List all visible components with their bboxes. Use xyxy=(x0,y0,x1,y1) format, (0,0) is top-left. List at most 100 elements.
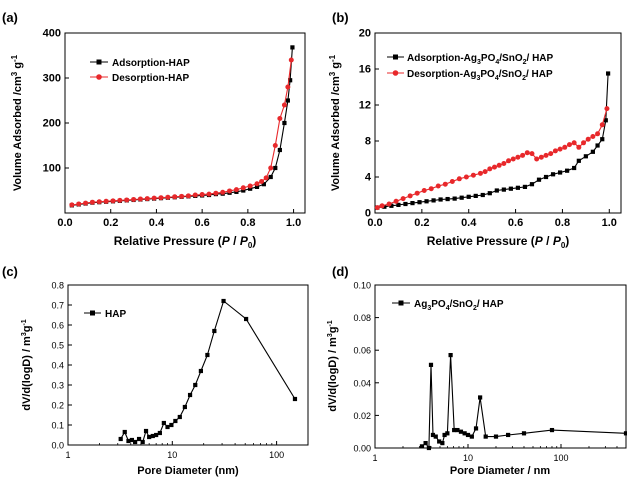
data-point-desorption-ag3po4-sno2-hap xyxy=(400,196,406,202)
x-tick-label: 0.6 xyxy=(194,217,209,229)
y-tick-label: 0.5 xyxy=(51,341,64,351)
data-point-adsorption-ag3po4-sno2-hap xyxy=(522,184,528,189)
data-point-desorption-hap xyxy=(220,189,226,195)
data-point-desorption-hap xyxy=(158,195,164,201)
data-point-desorption-hap xyxy=(76,201,82,207)
data-point-ag3po4-sno2-hap xyxy=(478,395,483,400)
data-point-adsorption-ag3po4-sno2-hap xyxy=(501,187,506,192)
legend-marker-desorption-hap xyxy=(96,74,102,80)
data-point-desorption-ag3po4-sno2-hap xyxy=(557,146,563,152)
data-point-desorption-hap xyxy=(277,116,283,121)
data-point-adsorption-ag3po4-sno2-hap xyxy=(487,191,492,196)
data-point-desorption-hap xyxy=(281,102,287,108)
legend-b: Adsorption-Ag3PO4/SnO2/ HAP Desorption-A… xyxy=(387,53,554,82)
data-point-adsorption-hap xyxy=(248,186,253,191)
data-point-hap xyxy=(212,328,217,334)
data-point-desorption-ag3po4-sno2-hap xyxy=(604,106,610,112)
y-tick-label: 4 xyxy=(365,172,372,184)
data-point-adsorption-ag3po4-sno2-hap xyxy=(445,196,450,202)
y-tick-label: 0.7 xyxy=(51,301,64,311)
panel-c: 1 10 100 0.0 0.1 0.2 0.3 0.4 0.5 0.6 0.7 0.8 HAP Po… xyxy=(21,281,309,477)
data-point-hap xyxy=(154,432,159,438)
data-point-desorption-hap xyxy=(137,196,143,202)
data-point-adsorption-ag3po4-sno2-hap xyxy=(452,196,457,201)
data-point-ag3po4-sno2-hap xyxy=(442,432,447,438)
panel-b: 0.0 0.2 0.4 0.6 0.8 1.0 0 4 8 12 16 20 Adsorption-A… xyxy=(328,28,622,250)
data-point-desorption-hap xyxy=(240,185,246,191)
data-point-desorption-ag3po4-sno2-hap xyxy=(548,151,554,157)
data-point-ag3po4-sno2-hap xyxy=(455,427,460,433)
data-point-desorption-ag3po4-sno2-hap xyxy=(407,193,413,199)
plot-frame-b xyxy=(374,32,622,214)
data-point-adsorption-ag3po4-sno2-hap xyxy=(572,165,577,171)
y-tick-label: 0.02 xyxy=(353,411,371,421)
data-point-desorption-ag3po4-sno2-hap xyxy=(581,140,587,146)
data-point-hap xyxy=(193,382,198,388)
data-point-ag3po4-sno2-hap xyxy=(437,439,442,444)
y-tick-label: 0.2 xyxy=(51,401,64,411)
data-point-adsorption-hap xyxy=(285,98,290,103)
data-point-desorption-hap xyxy=(110,198,116,204)
data-point-desorption-hap xyxy=(272,143,278,148)
data-point-desorption-hap xyxy=(103,198,109,204)
data-point-desorption-hap xyxy=(288,57,294,63)
data-point-desorption-ag3po4-sno2-hap xyxy=(576,144,582,150)
x-axis-title-b: Relative Pressure (P / P0) xyxy=(427,234,570,250)
data-point-desorption-hap xyxy=(254,181,260,187)
data-point-hap xyxy=(143,428,149,434)
data-point-adsorption-hap xyxy=(277,147,282,153)
data-point-ag3po4-sno2-hap xyxy=(623,431,627,436)
data-point-adsorption-ag3po4-sno2-hap xyxy=(396,202,401,207)
y-tick-label: 0.0 xyxy=(51,441,64,451)
data-point-desorption-hap xyxy=(179,193,185,199)
data-point-desorption-ag3po4-sno2-hap xyxy=(477,170,483,176)
panel-a: 0.0 0.2 0.4 0.6 0.8 1.0 100 200 300 400 Adsorptio… xyxy=(10,28,306,250)
y-axis-title-b: Volume Adsorbed /cm3 g-1 xyxy=(328,54,342,191)
data-point-desorption-hap xyxy=(199,192,205,198)
data-point-desorption-hap xyxy=(69,202,75,208)
data-point-ag3po4-sno2-hap xyxy=(445,431,450,436)
data-point-hap xyxy=(129,437,135,443)
data-point-desorption-ag3po4-sno2-hap xyxy=(599,122,605,128)
data-point-adsorption-hap xyxy=(268,174,273,180)
data-point-ag3po4-sno2-hap xyxy=(462,431,467,436)
data-point-desorption-hap xyxy=(213,190,219,196)
data-point-ag3po4-sno2-hap xyxy=(483,434,488,439)
data-point-desorption-hap xyxy=(268,165,274,171)
data-point-desorption-ag3po4-sno2-hap xyxy=(386,201,392,207)
data-point-ag3po4-sno2-hap xyxy=(452,427,457,433)
data-point-adsorption-ag3po4-sno2-hap xyxy=(508,186,513,191)
data-point-ag3po4-sno2-hap xyxy=(465,432,471,438)
plot-frame-c xyxy=(67,284,309,446)
y-tick-label: 0.06 xyxy=(353,346,371,356)
y-tick-label: 200 xyxy=(43,118,61,130)
y-tick-label: 400 xyxy=(43,28,61,40)
y-tick-label: 20 xyxy=(359,28,371,40)
data-point-desorption-hap xyxy=(185,193,191,199)
data-point-desorption-hap xyxy=(285,84,291,90)
data-point-hap xyxy=(126,438,131,444)
data-point-desorption-hap xyxy=(263,175,269,181)
x-tick-label: 0.8 xyxy=(240,217,255,229)
data-point-adsorption-ag3po4-sno2-hap xyxy=(557,170,563,175)
data-point-ag3po4-sno2-hap xyxy=(521,431,527,436)
data-point-ag3po4-sno2-hap xyxy=(473,426,479,431)
data-point-hap xyxy=(133,439,138,445)
data-point-hap xyxy=(165,424,170,430)
data-point-desorption-ag3po4-sno2-hap xyxy=(442,181,448,187)
data-point-desorption-ag3po4-sno2-hap xyxy=(506,158,512,164)
data-point-adsorption-ag3po4-sno2-hap xyxy=(382,204,387,209)
data-point-adsorption-ag3po4-sno2-hap xyxy=(459,195,464,200)
x-tick-label: 100 xyxy=(269,450,284,460)
legend-label-desorption-ag3po4: Desorption-Ag3PO4/SnO2/ HAP xyxy=(407,69,553,82)
data-point-hap xyxy=(182,404,187,410)
data-point-adsorption-hap xyxy=(282,120,287,126)
data-point-desorption-hap xyxy=(165,194,171,200)
data-point-adsorption-ag3po4-sno2-hap xyxy=(565,168,570,173)
legend-label-adsorption-hap: Adsorption-HAP xyxy=(112,58,190,69)
data-point-desorption-hap xyxy=(206,191,212,197)
data-point-adsorption-hap xyxy=(254,184,260,189)
legend-marker-ag3po4 xyxy=(398,300,404,306)
y-tick-label: 0.6 xyxy=(51,321,64,331)
x-tick-label: 0.4 xyxy=(149,217,165,229)
